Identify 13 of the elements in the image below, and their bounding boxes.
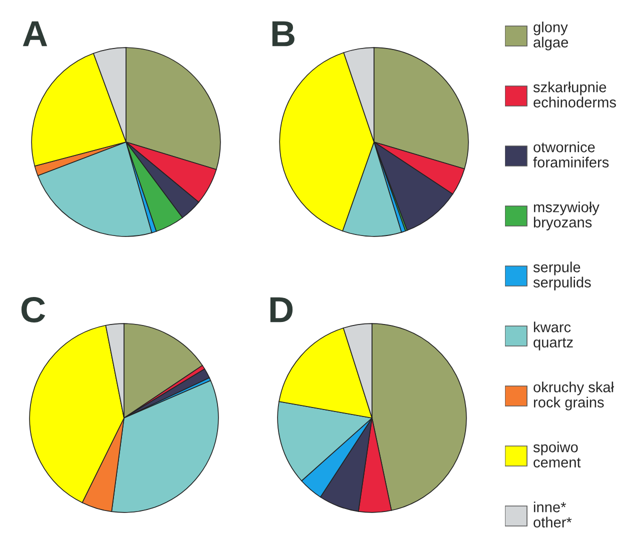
- legend-label: kwarc quartz: [534, 322, 573, 350]
- chart-title: C: [21, 296, 46, 323]
- chart-title: B: [272, 21, 294, 46]
- legend-label: inne* other*: [534, 502, 572, 528]
- chart-title: D: [270, 297, 293, 322]
- legend-label: otwornice foraminifers: [533, 142, 609, 168]
- legend-label: mszywioły bryozans: [534, 202, 600, 230]
- legend-label: glony algae: [534, 22, 568, 50]
- chart-title: A: [22, 21, 48, 46]
- legend-label: okruchy skał rock grains: [534, 382, 614, 410]
- legend-label: spoiwo cement: [533, 442, 581, 468]
- legend-label: szkarłupnie echinoderms: [533, 82, 616, 108]
- legend-label: serpule serpulids: [533, 262, 591, 290]
